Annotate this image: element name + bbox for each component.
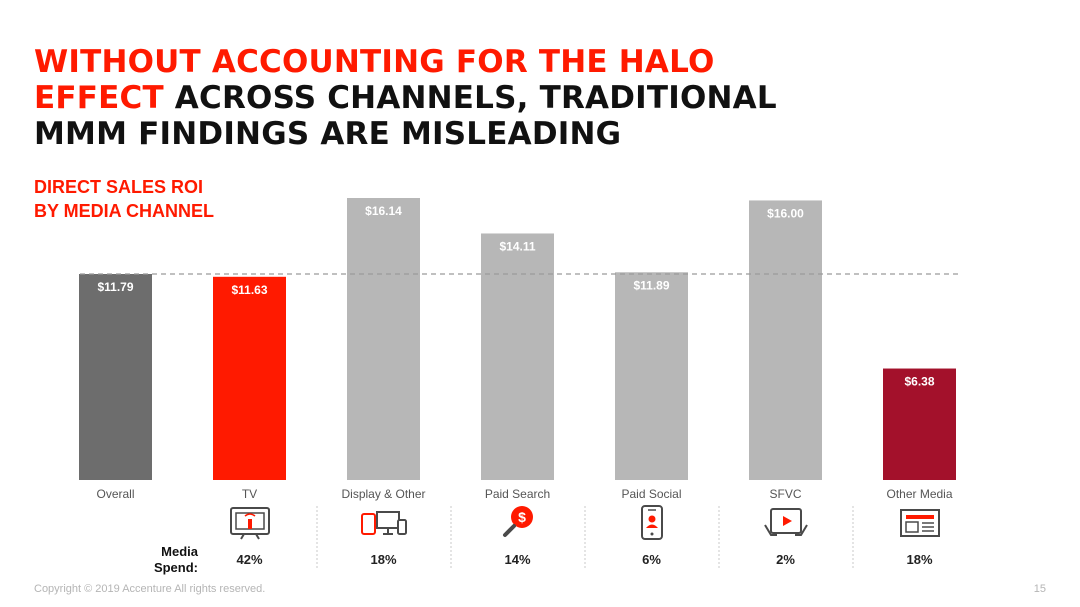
search-dollar-icon: $ [503,506,533,537]
title-line-2-rest: ACROSS CHANNELS, TRADITIONAL [163,80,777,116]
spend-separators [316,506,854,568]
category-label: SFVC [769,487,801,501]
devices-icon [361,511,407,535]
title-line-1: WITHOUT ACCOUNTING FOR THE HALO [34,44,715,80]
subtitle-line-2: BY MEDIA CHANNEL [34,201,215,221]
copyright-text: Copyright © 2019 Accenture All rights re… [34,583,266,595]
bar [79,274,152,480]
category-label: Paid Social [621,487,681,501]
bar [749,200,822,480]
bar [213,276,286,480]
tv-icon [230,507,270,540]
spend-value: 2% [776,552,795,567]
title-line-2: EFFECT ACROSS CHANNELS, TRADITIONAL [34,80,934,116]
category-label: TV [242,487,257,501]
data-label: $6.38 [904,375,934,389]
page-title: WITHOUT ACCOUNTING FOR THE HALO EFFECT A… [34,44,934,152]
bar [347,198,420,480]
data-label: $14.11 [499,239,535,253]
category-label: Other Media [886,487,952,501]
bar [883,368,956,480]
tablet-video-icon [764,508,808,536]
data-label: $16.00 [767,206,804,220]
spend-value: 18% [906,552,932,567]
data-label: $11.63 [231,283,267,297]
media-spend-label-1: Media [161,544,198,559]
title-line-3: MMM FINDINGS ARE MISLEADING [34,116,622,152]
data-label: $16.14 [365,204,402,218]
chart-subtitle: DIRECT SALES ROI BY MEDIA CHANNEL [34,175,214,223]
newspaper-icon [900,509,940,537]
media-spend-caption: Media Spend: [140,544,198,576]
spend-value: 6% [642,552,661,567]
spend-values-group: 42% 18% 14% 6% 2% 18% [236,552,932,567]
category-label: Paid Search [485,487,550,501]
spend-value: 42% [236,552,262,567]
data-label: $11.79 [97,280,133,294]
category-labels-group: Overall TV Display & Other Paid Search Paid … [96,487,952,501]
data-label: $11.89 [633,278,669,292]
media-spend-label-2: Spend: [153,560,198,575]
title-highlight: EFFECT [34,80,164,116]
smartphone-icon [641,505,663,540]
svg-text:$: $ [518,509,526,525]
bar [481,233,554,480]
spend-value: 14% [504,552,530,567]
bars-group [79,198,956,480]
spend-value: 18% [370,552,396,567]
subtitle-line-1: DIRECT SALES ROI [34,177,204,197]
category-label: Overall [96,487,134,501]
bar-labels-group: $11.79 $11.63 $16.14 $14.11 $11.89 $16.00 $6.3… [97,204,934,389]
category-label: Display & Other [341,487,425,501]
bar [615,272,688,480]
page-number: 15 [1033,583,1046,595]
